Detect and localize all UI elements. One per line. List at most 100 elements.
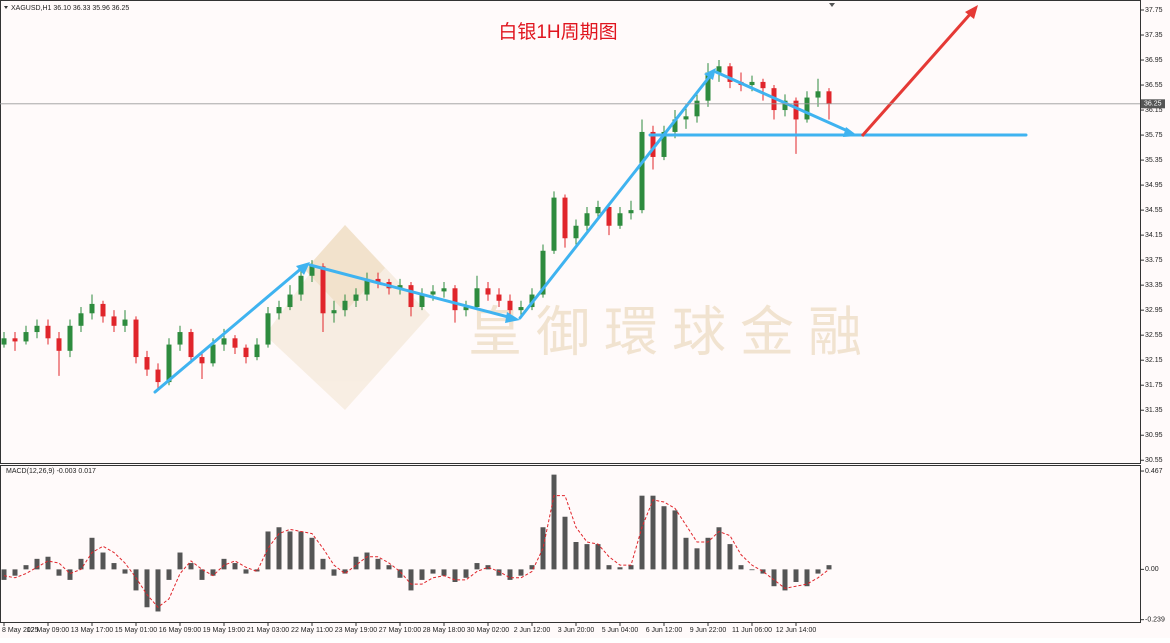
candle-body	[89, 303, 95, 314]
macd-bar	[122, 569, 128, 574]
macd-bar	[551, 474, 557, 570]
candle-body	[595, 206, 601, 214]
trend-arrow	[714, 70, 852, 134]
macd-bar	[540, 527, 546, 570]
x-tick-label: 3 Jun 20:00	[558, 627, 595, 634]
symbol-icon	[4, 6, 8, 9]
x-tick-label: 30 May 02:00	[467, 627, 510, 634]
macd-bar	[166, 569, 172, 580]
macd-bar	[331, 569, 337, 576]
trend-arrow	[518, 74, 712, 320]
macd-bar	[639, 495, 645, 570]
candle-body	[232, 338, 238, 348]
candle-body	[353, 294, 359, 301]
candle-body	[826, 91, 832, 104]
y-tick-label: -0.239	[1145, 617, 1165, 624]
arrow-head	[296, 262, 310, 275]
macd-bar	[254, 569, 260, 572]
candle-body	[210, 344, 216, 364]
y-tick-label: 31.35	[1145, 407, 1163, 414]
macd-bar	[672, 510, 678, 570]
macd-bar	[474, 563, 480, 570]
x-tick-label: 21 May 03:00	[247, 627, 290, 634]
macd-bar	[243, 569, 249, 574]
candle-body	[331, 310, 337, 314]
macd-bar	[815, 569, 821, 574]
macd-bar	[584, 544, 590, 570]
macd-bar	[793, 569, 799, 582]
candle-body	[320, 266, 326, 314]
x-tick-label: 5 Jun 04:00	[602, 627, 639, 634]
candle-body	[309, 266, 315, 276]
macd-bar	[1, 569, 7, 580]
candle-body	[243, 347, 249, 358]
x-tick-label: 9 Jun 22:00	[690, 627, 727, 634]
candle-body	[45, 325, 51, 339]
candle-body	[507, 300, 513, 311]
candle-body	[254, 344, 260, 358]
y-tick-label: 36.55	[1145, 82, 1163, 89]
macd-bar	[463, 569, 469, 578]
macd-bar	[210, 569, 216, 576]
candle-body	[485, 288, 491, 295]
arrow-head	[965, 5, 978, 19]
candle-body	[727, 66, 733, 82]
macd-bar	[595, 544, 601, 570]
candle-body	[34, 325, 40, 333]
macd-bar	[562, 516, 568, 570]
signal-line	[3, 495, 830, 608]
candle-body	[804, 97, 810, 120]
candle-body	[221, 338, 227, 345]
x-tick-label: 2 Jun 12:00	[514, 627, 551, 634]
trend-arrow	[153, 265, 305, 394]
macd-bar	[771, 569, 777, 587]
candle-body	[287, 294, 293, 308]
candle-body	[650, 131, 656, 157]
macd-bar	[430, 569, 436, 574]
arrow-head	[704, 68, 716, 80]
y-tick-label: 35.75	[1145, 132, 1163, 139]
candle-body	[111, 316, 117, 326]
candle-body	[672, 119, 678, 132]
macd-bar	[265, 531, 271, 570]
macd-bar	[177, 552, 183, 570]
candle-body	[562, 197, 568, 239]
macd-bar	[529, 565, 535, 570]
macd-bar	[386, 565, 392, 570]
macd-bar	[155, 569, 161, 612]
macd-bar	[133, 569, 139, 591]
y-tick-label: 34.95	[1145, 182, 1163, 189]
watermark-text: 皇御環球金融	[468, 302, 876, 362]
macd-bar	[232, 563, 238, 570]
macd-bar	[661, 506, 667, 570]
shift-marker	[829, 3, 835, 7]
last-price-label: 36.25	[1144, 101, 1162, 108]
macd-bar	[12, 569, 18, 576]
macd-label: MACD(12,26,9) -0.003 0.017	[6, 468, 96, 475]
candle-body	[661, 131, 667, 157]
symbol-info: XAGUSD,H1 36.10 36.33 35.96 36.25	[11, 5, 129, 12]
y-tick-label: 37.75	[1145, 7, 1163, 14]
candle-body	[133, 319, 139, 358]
y-tick-label: 32.95	[1145, 307, 1163, 314]
macd-bar	[804, 569, 810, 587]
macd-bar	[100, 552, 106, 570]
macd-bar	[518, 569, 524, 576]
candle-body	[155, 369, 161, 383]
y-tick-label: 32.15	[1145, 357, 1163, 364]
chart-title: 白银1H周期图	[498, 21, 617, 43]
macd-bar	[353, 556, 359, 570]
candle-body	[12, 338, 18, 342]
x-tick-label: 12 May 09:00	[27, 627, 70, 634]
macd-bar	[199, 569, 205, 580]
macd-bar	[606, 565, 612, 570]
y-tick-label: 36.15	[1145, 107, 1163, 114]
y-tick-label: 0.00	[1145, 566, 1159, 573]
macd-bar	[738, 565, 744, 570]
macd-bar	[705, 537, 711, 570]
y-tick-label: 31.75	[1145, 382, 1163, 389]
x-tick-label: 11 Jun 06:00	[732, 627, 772, 634]
y-tick-label: 34.15	[1145, 232, 1163, 239]
